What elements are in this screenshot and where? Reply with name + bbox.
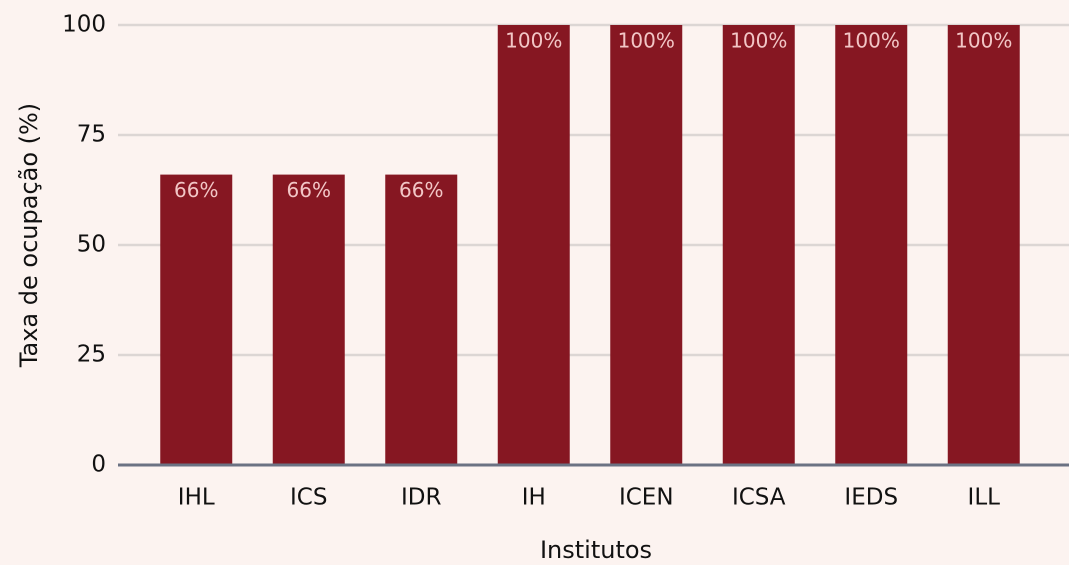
bar <box>722 25 795 465</box>
y-axis-title: Taxa de ocupação (%) <box>15 103 43 368</box>
y-tick-label: 75 <box>77 122 106 148</box>
value-label: 66% <box>399 178 443 202</box>
bar <box>160 174 233 465</box>
x-tick-label: IDR <box>401 485 441 511</box>
y-tick-label: 100 <box>62 12 106 38</box>
x-tick-label: IHL <box>178 485 215 511</box>
value-label: 100% <box>618 29 675 53</box>
x-tick-label: ICEN <box>619 485 674 511</box>
value-label: 66% <box>287 178 331 202</box>
value-label: 100% <box>730 29 787 53</box>
value-label: 100% <box>955 29 1012 53</box>
y-tick-label: 0 <box>91 452 106 478</box>
bar <box>385 174 458 465</box>
bar <box>610 25 683 465</box>
x-tick-label: IEDS <box>844 485 898 511</box>
bar <box>947 25 1020 465</box>
x-axis-title: Institutos <box>540 536 652 564</box>
x-tick-label: IH <box>522 485 546 511</box>
x-tick-label: ILL <box>968 485 1001 511</box>
x-tick-label: ICS <box>290 485 327 511</box>
value-label: 66% <box>174 178 218 202</box>
value-label: 100% <box>505 29 562 53</box>
x-tick-label: ICSA <box>732 485 786 511</box>
value-label: 100% <box>843 29 900 53</box>
y-tick-label: 50 <box>77 232 106 258</box>
y-tick-label: 25 <box>77 342 106 368</box>
bar <box>835 25 908 465</box>
bar <box>497 25 570 465</box>
bar <box>272 174 345 465</box>
